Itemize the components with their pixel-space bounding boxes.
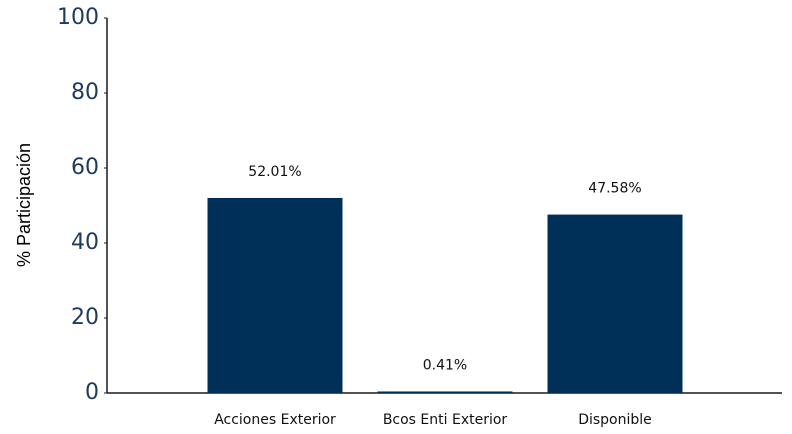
y-tick-label: 80	[71, 80, 99, 105]
bar	[377, 391, 513, 393]
y-tick-label: 40	[71, 230, 99, 255]
x-tick-label: Bcos Enti Exterior	[383, 412, 508, 428]
y-tick-label: 100	[57, 5, 99, 30]
data-label: 0.41%	[423, 357, 467, 373]
y-tick-label: 20	[71, 305, 99, 330]
bar	[207, 197, 343, 393]
data-label: 47.58%	[588, 181, 641, 197]
x-tick-label: Acciones Exterior	[214, 412, 336, 428]
y-axis-label: % Participación	[14, 143, 34, 267]
data-label: 52.01%	[248, 164, 301, 180]
x-tick-label: Disponible	[578, 412, 652, 428]
bar	[547, 214, 683, 393]
y-tick-label: 60	[71, 155, 99, 180]
y-tick-label: 0	[85, 380, 99, 405]
